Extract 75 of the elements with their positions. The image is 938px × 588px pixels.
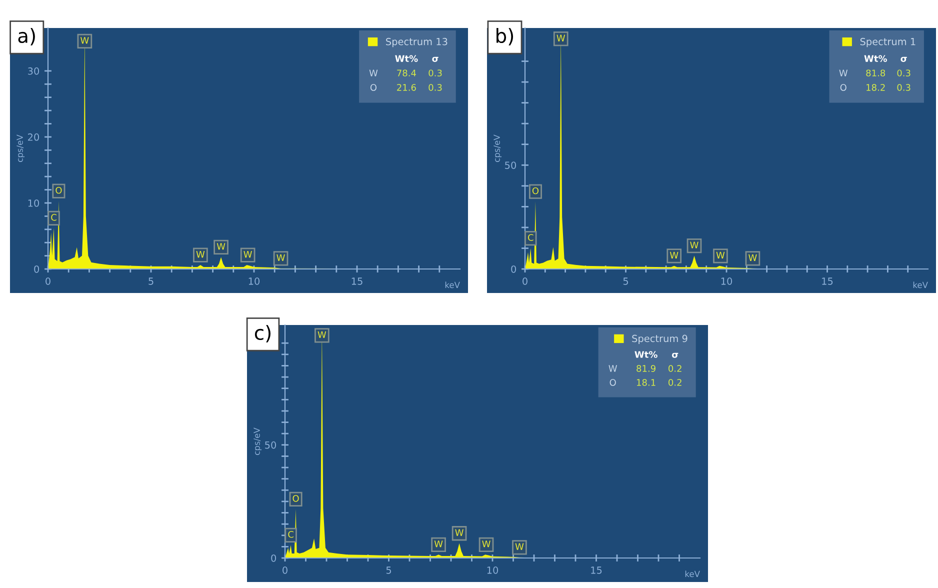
legend-label: Spectrum 9 (632, 334, 688, 344)
annotation: 0.3 (428, 84, 442, 91)
annotation: O (56, 186, 62, 194)
y-axis-title: cps/eV (254, 428, 262, 455)
x-tick-label: 5 (623, 278, 628, 285)
annotation: Wt% (864, 55, 887, 62)
y-axis-title: cps/eV (494, 134, 502, 162)
annotation: W (196, 251, 205, 258)
annotation: C (528, 234, 534, 241)
annotation: W (716, 252, 725, 258)
annotation: W (455, 529, 464, 536)
legend-label: Spectrum 13 (386, 38, 448, 48)
annotation: 0.3 (897, 84, 910, 91)
annotation: W (318, 331, 326, 338)
x-tick-label: 15 (822, 278, 833, 285)
annotation: 0.2 (668, 365, 682, 372)
x-axis-title: keV (445, 282, 460, 288)
x-tick-label: 10 (248, 278, 260, 285)
annotation: σ (900, 56, 907, 62)
annotation: 0.3 (428, 70, 442, 76)
annotation: C (51, 214, 56, 221)
annotation: W (482, 540, 490, 548)
annotation: σ (432, 56, 438, 62)
y-axis-title: cps/eV (16, 134, 25, 162)
annotation: W (839, 70, 848, 76)
x-tick-label: 15 (352, 278, 362, 285)
annotation: Wt% (395, 55, 418, 62)
x-tick-label: 0 (282, 566, 288, 574)
annotation: 81.8 (866, 70, 886, 76)
annotation: W (556, 34, 566, 42)
annotation: Wt% (634, 351, 658, 358)
annotation: 0.2 (668, 379, 682, 386)
x-tick-label: 5 (386, 566, 391, 574)
annotation: O (370, 84, 377, 91)
y-tick-label: 30 (28, 67, 40, 75)
x-axis-title: keV (685, 570, 700, 578)
x-tick-label: 10 (721, 278, 732, 285)
annotation: O (840, 84, 846, 91)
y-tick-label: 50 (505, 162, 516, 169)
annotation: 18.1 (636, 379, 656, 386)
annotation: 0.3 (897, 70, 910, 76)
annotation: W (369, 70, 378, 76)
y-tick-label: 0 (34, 265, 40, 273)
annotation: W (608, 365, 618, 372)
x-tick-label: 0 (46, 278, 50, 285)
annotation: W (434, 540, 443, 548)
annotation: W (216, 243, 226, 250)
annotation: W (515, 543, 524, 550)
annotation: O (610, 379, 616, 386)
x-tick-label: 15 (591, 566, 602, 574)
annotation: W (276, 254, 285, 261)
chart-title: a) (18, 28, 35, 46)
y-tick-label: 10 (28, 199, 40, 207)
annotation: W (670, 252, 678, 258)
annotation: 18.2 (866, 84, 885, 91)
x-tick-label: 5 (148, 278, 154, 285)
annotation: 81.9 (636, 365, 656, 372)
legend-label: Spectrum 1 (860, 38, 916, 48)
annotation: O (292, 495, 299, 502)
chart-title: b) (496, 28, 514, 46)
annotation: C (288, 530, 294, 538)
x-tick-label: 10 (487, 566, 498, 574)
annotation: W (748, 254, 757, 261)
annotation: σ (672, 352, 678, 358)
annotation: O (532, 187, 539, 194)
y-tick-label: 50 (265, 441, 276, 449)
annotation: W (690, 242, 698, 248)
x-axis-title: keV (913, 282, 928, 288)
annotation: W (80, 37, 89, 44)
x-tick-label: 0 (522, 278, 528, 285)
annotation: 21.6 (397, 84, 416, 91)
y-tick-label: 20 (28, 133, 40, 141)
annotation: W (244, 251, 252, 258)
chart-title: c) (254, 325, 270, 342)
annotation: 78.4 (397, 70, 416, 76)
